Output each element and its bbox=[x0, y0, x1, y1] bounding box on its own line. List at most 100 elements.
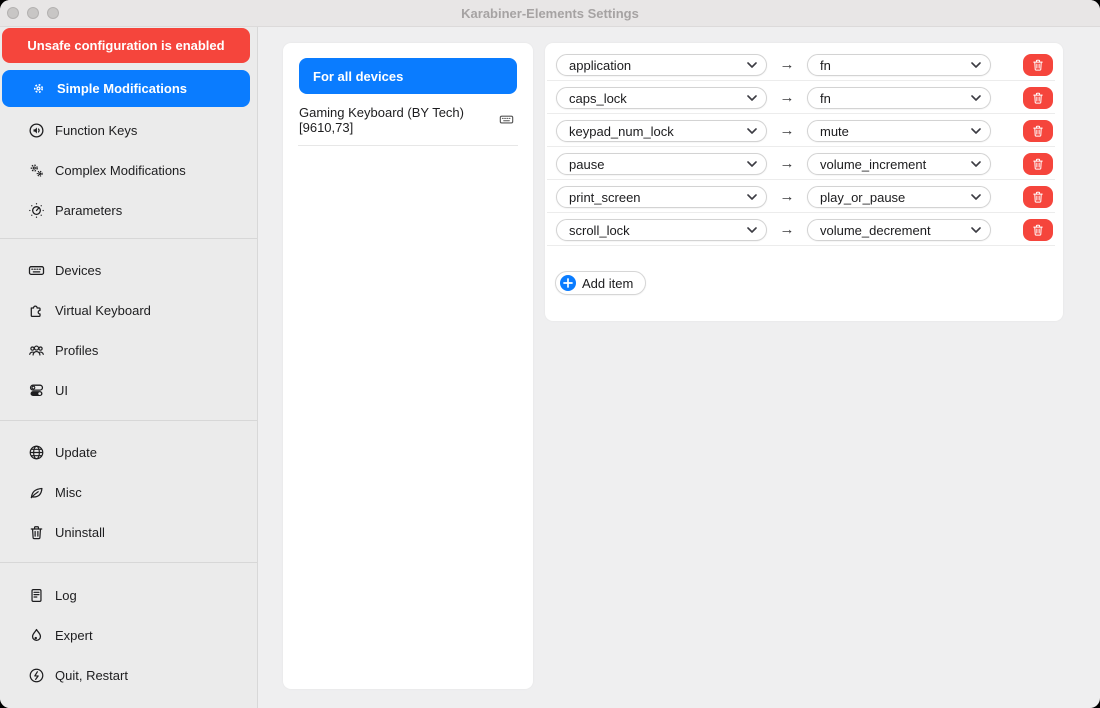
sidebar-item-update[interactable]: Update bbox=[0, 432, 257, 472]
to-key-select[interactable]: play_or_pause bbox=[807, 186, 991, 208]
to-key-value: volume_decrement bbox=[820, 222, 931, 238]
sidebar-item-label: Update bbox=[55, 444, 97, 460]
trash-icon bbox=[1031, 223, 1045, 237]
from-key-value: caps_lock bbox=[569, 90, 627, 106]
plus-icon bbox=[560, 275, 576, 291]
speaker-circle-icon bbox=[28, 122, 45, 139]
to-key-value: volume_increment bbox=[820, 156, 927, 172]
devices-panel: For all devices Gaming Keyboard (BY Tech… bbox=[283, 43, 533, 689]
to-key-select[interactable]: volume_increment bbox=[807, 153, 991, 175]
delete-mapping-button[interactable] bbox=[1023, 87, 1053, 109]
chevron-down-icon bbox=[971, 161, 981, 167]
add-item-button[interactable]: Add item bbox=[555, 271, 647, 295]
keyboard-icon bbox=[28, 262, 45, 279]
to-key-select[interactable]: fn bbox=[807, 87, 991, 109]
sidebar-item-label: Simple Modifications bbox=[57, 81, 188, 96]
from-key-value: scroll_lock bbox=[569, 222, 630, 238]
delete-mapping-button[interactable] bbox=[1023, 186, 1053, 208]
minimize-window-button[interactable] bbox=[27, 7, 39, 19]
sidebar-item-function-keys[interactable]: Function Keys bbox=[0, 110, 257, 150]
sidebar-item-parameters[interactable]: Parameters bbox=[0, 190, 257, 230]
sidebar-item-label: Function Keys bbox=[55, 122, 138, 138]
sidebar-item-label: Complex Modifications bbox=[55, 162, 186, 178]
from-key-select[interactable]: caps_lock bbox=[556, 87, 767, 109]
globe-icon bbox=[28, 444, 45, 461]
from-key-value: application bbox=[569, 57, 632, 73]
from-key-value: print_screen bbox=[569, 189, 641, 205]
gear-icon bbox=[30, 80, 47, 97]
chevron-down-icon bbox=[971, 62, 981, 68]
sidebar-divider bbox=[0, 562, 257, 563]
sidebar-item-complex-modifications[interactable]: Complex Modifications bbox=[0, 150, 257, 190]
puzzle-icon bbox=[28, 302, 45, 319]
sidebar-item-label: Parameters bbox=[55, 202, 123, 218]
sidebar-divider bbox=[0, 420, 257, 421]
sidebar-item-profiles[interactable]: Profiles bbox=[0, 330, 257, 370]
leaf-icon bbox=[28, 484, 45, 501]
trash-icon bbox=[1031, 91, 1045, 105]
people-icon bbox=[28, 342, 45, 359]
chevron-down-icon bbox=[971, 227, 981, 233]
arrow-right-icon: → bbox=[779, 155, 795, 172]
to-key-value: fn bbox=[820, 57, 831, 73]
sidebar-item-quit-restart[interactable]: Quit, Restart bbox=[0, 655, 257, 695]
device-item-all-devices[interactable]: For all devices bbox=[299, 58, 517, 94]
sidebar-divider bbox=[0, 238, 257, 239]
sidebar-item-misc[interactable]: Misc bbox=[0, 472, 257, 512]
delete-mapping-button[interactable] bbox=[1023, 219, 1053, 241]
sidebar-item-simple-modifications[interactable]: Simple Modifications bbox=[2, 70, 250, 107]
to-key-value: mute bbox=[820, 123, 849, 139]
arrow-right-icon: → bbox=[779, 221, 795, 238]
sidebar-item-expert[interactable]: Expert bbox=[0, 615, 257, 655]
from-key-select[interactable]: scroll_lock bbox=[556, 219, 767, 241]
chevron-down-icon bbox=[747, 161, 757, 167]
to-key-value: play_or_pause bbox=[820, 189, 906, 205]
window-title: Karabiner-Elements Settings bbox=[461, 5, 639, 21]
to-key-select[interactable]: volume_decrement bbox=[807, 219, 991, 241]
sidebar: Unsafe configuration is enabled Simple M… bbox=[0, 27, 258, 708]
mapping-row: print_screen → play_or_pause bbox=[547, 186, 1055, 213]
mapping-row: keypad_num_lock → mute bbox=[547, 120, 1055, 147]
sidebar-item-label: UI bbox=[55, 382, 68, 398]
trash-icon bbox=[1031, 58, 1045, 72]
flame-icon bbox=[28, 627, 45, 644]
device-item-gaming-keyboard[interactable]: Gaming Keyboard (BY Tech) [9610,73] bbox=[299, 105, 517, 135]
chevron-down-icon bbox=[747, 95, 757, 101]
sidebar-item-label: Virtual Keyboard bbox=[55, 302, 151, 318]
close-window-button[interactable] bbox=[7, 7, 19, 19]
mapping-row: scroll_lock → volume_decrement bbox=[547, 219, 1055, 246]
document-icon bbox=[28, 587, 45, 604]
trash-icon bbox=[28, 524, 45, 541]
delete-mapping-button[interactable] bbox=[1023, 153, 1053, 175]
sidebar-item-label: Misc bbox=[55, 484, 82, 500]
device-name: Gaming Keyboard (BY Tech) [9610,73] bbox=[299, 105, 464, 135]
to-key-select[interactable]: mute bbox=[807, 120, 991, 142]
add-item-label: Add item bbox=[582, 275, 634, 291]
trash-icon bbox=[1031, 157, 1045, 171]
delete-mapping-button[interactable] bbox=[1023, 54, 1053, 76]
device-list-divider bbox=[298, 145, 518, 146]
to-key-select[interactable]: fn bbox=[807, 54, 991, 76]
zoom-window-button[interactable] bbox=[47, 7, 59, 19]
from-key-select[interactable]: keypad_num_lock bbox=[556, 120, 767, 142]
from-key-select[interactable]: application bbox=[556, 54, 767, 76]
trash-icon bbox=[1031, 124, 1045, 138]
chevron-down-icon bbox=[971, 194, 981, 200]
to-key-value: fn bbox=[820, 90, 831, 106]
chevron-down-icon bbox=[747, 194, 757, 200]
sidebar-item-ui[interactable]: UI bbox=[0, 370, 257, 410]
arrow-right-icon: → bbox=[779, 56, 795, 73]
sidebar-item-uninstall[interactable]: Uninstall bbox=[0, 512, 257, 552]
sidebar-item-label: Profiles bbox=[55, 342, 99, 358]
sidebar-item-virtual-keyboard[interactable]: Virtual Keyboard bbox=[0, 290, 257, 330]
delete-mapping-button[interactable] bbox=[1023, 120, 1053, 142]
mapping-row: caps_lock → fn bbox=[547, 87, 1055, 114]
mapping-row: application → fn bbox=[547, 54, 1055, 81]
unsafe-configuration-alert-button[interactable]: Unsafe configuration is enabled bbox=[2, 28, 250, 63]
from-key-select[interactable]: pause bbox=[556, 153, 767, 175]
from-key-select[interactable]: print_screen bbox=[556, 186, 767, 208]
sidebar-item-log[interactable]: Log bbox=[0, 575, 257, 615]
chevron-down-icon bbox=[971, 95, 981, 101]
sidebar-item-devices[interactable]: Devices bbox=[0, 250, 257, 290]
